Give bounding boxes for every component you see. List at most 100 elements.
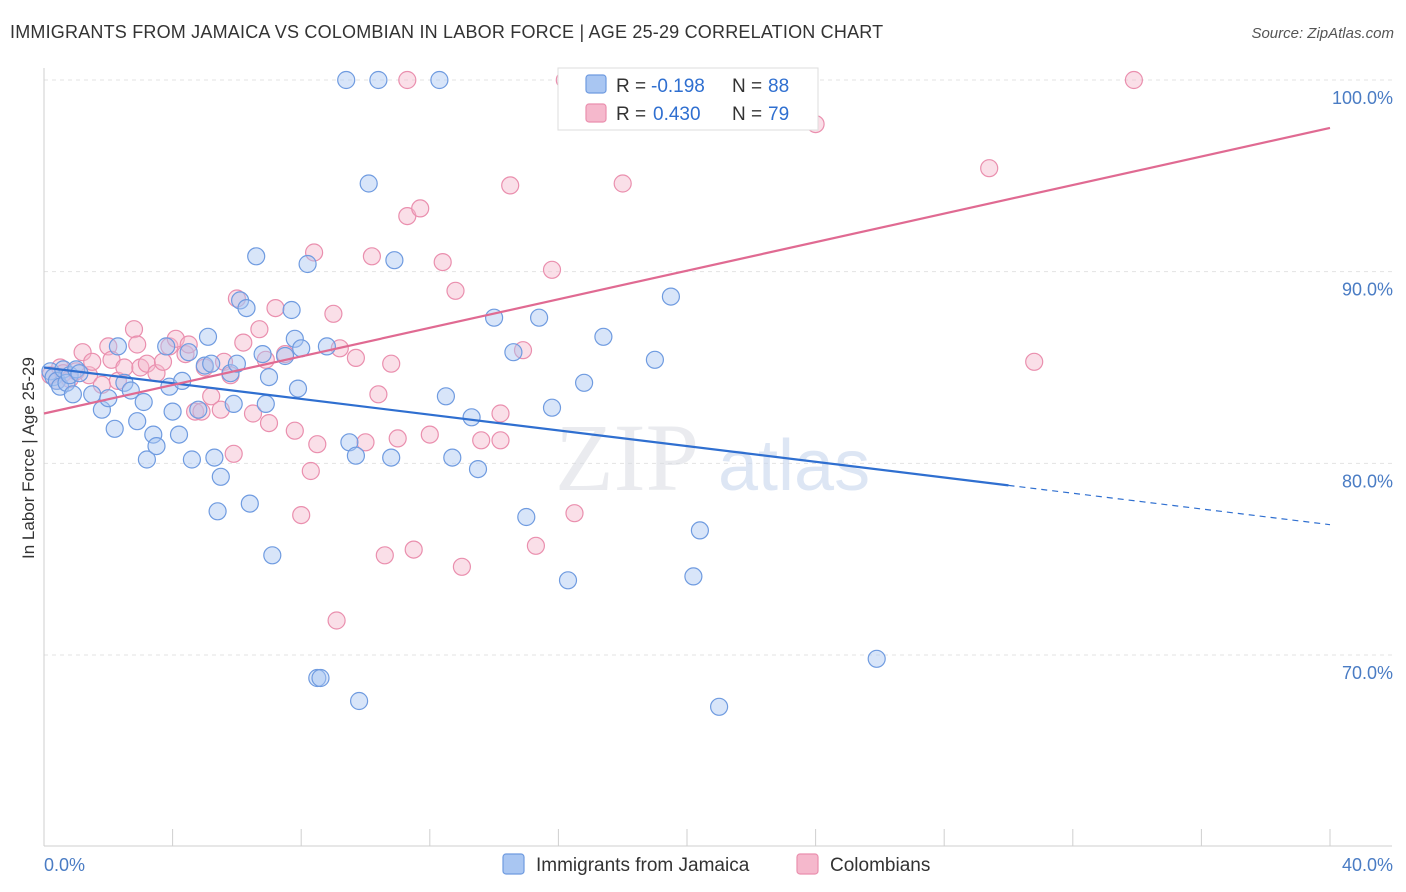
data-point-colombia xyxy=(980,159,999,178)
data-point-jamaica xyxy=(359,174,378,193)
data-point-colombia xyxy=(292,505,311,525)
data-point-jamaica xyxy=(211,467,230,486)
data-point-jamaica xyxy=(529,308,549,327)
chart-source: Source: ZipAtlas.com xyxy=(1251,25,1394,42)
data-point-jamaica xyxy=(661,287,681,306)
y-axis-label: In Labor Force | Age 25-29 xyxy=(19,357,38,559)
data-point-colombia xyxy=(452,557,471,576)
data-point-jamaica xyxy=(385,251,404,270)
data-point-jamaica xyxy=(144,425,163,444)
y-tick-label: 70.0% xyxy=(1342,663,1393,683)
data-point-colombia xyxy=(176,345,195,364)
data-point-colombia xyxy=(124,320,144,339)
data-point-jamaica xyxy=(542,398,562,417)
data-point-jamaica xyxy=(504,343,523,362)
y-tick-label: 100.0% xyxy=(1332,88,1393,108)
trend-lines xyxy=(43,126,1331,526)
data-point-colombia xyxy=(192,402,211,421)
data-point-colombia xyxy=(362,247,381,266)
legend-n-label-colombia: N = xyxy=(732,104,762,125)
data-point-colombia xyxy=(137,354,156,373)
data-point-colombia xyxy=(308,435,327,454)
data-point-jamaica xyxy=(147,437,166,456)
watermark: ZIP atlas xyxy=(555,404,870,511)
data-point-jamaica xyxy=(108,337,128,356)
legend-swatch-jamaica xyxy=(585,74,607,94)
data-point-jamaica xyxy=(517,507,536,527)
legend-r-value-jamaica: -0.198 xyxy=(651,76,705,97)
data-point-jamaica xyxy=(690,521,710,540)
data-point-colombia xyxy=(186,402,205,421)
data-point-colombia xyxy=(433,253,452,272)
trend-line-colombia xyxy=(43,126,1331,415)
data-point-jamaica xyxy=(282,300,301,320)
data-point-colombia xyxy=(73,343,92,362)
data-point-jamaica xyxy=(205,448,224,467)
data-point-jamaica xyxy=(256,394,275,413)
data-point-colombia xyxy=(99,337,118,356)
data-points xyxy=(41,70,1144,716)
y-tick-label: 80.0% xyxy=(1342,471,1393,491)
data-point-jamaica xyxy=(163,402,182,421)
data-point-colombia xyxy=(266,299,285,318)
legend: R = -0.198 N = 88 R = 0.430 N = 79 xyxy=(557,67,819,131)
data-point-jamaica xyxy=(247,247,266,266)
grid-lines xyxy=(44,79,1392,656)
watermark-zip: ZIP xyxy=(555,404,699,511)
data-point-jamaica xyxy=(645,350,665,369)
data-point-colombia xyxy=(613,174,632,193)
data-point-colombia xyxy=(369,385,388,404)
data-point-jamaica xyxy=(346,446,365,465)
data-point-jamaica xyxy=(594,327,613,346)
data-point-jamaica xyxy=(288,379,308,398)
data-point-colombia xyxy=(327,611,346,630)
data-point-colombia xyxy=(526,536,546,555)
axes xyxy=(43,68,1392,847)
data-point-jamaica xyxy=(574,373,594,392)
legend-r-value-colombia: 0.430 xyxy=(653,104,701,125)
data-point-colombia xyxy=(324,304,343,323)
data-point-jamaica xyxy=(684,567,703,586)
data-point-colombia xyxy=(243,404,263,423)
data-point-jamaica xyxy=(311,668,330,688)
data-point-colombia xyxy=(259,414,279,433)
data-point-jamaica xyxy=(224,394,243,413)
data-point-jamaica xyxy=(259,368,279,387)
data-point-colombia xyxy=(305,243,324,262)
data-point-jamaica xyxy=(195,356,214,375)
data-point-colombia xyxy=(179,335,198,354)
data-point-colombia xyxy=(128,335,147,354)
data-point-jamaica xyxy=(179,343,198,362)
data-point-colombia xyxy=(491,431,510,450)
data-point-jamaica xyxy=(867,649,886,668)
trend-line-extension-jamaica xyxy=(1008,484,1331,526)
data-point-jamaica xyxy=(157,337,176,356)
data-point-colombia xyxy=(382,354,401,373)
data-point-colombia xyxy=(1025,352,1044,371)
y-tick-label: 90.0% xyxy=(1342,280,1393,300)
data-point-jamaica xyxy=(137,450,156,469)
data-point-colombia xyxy=(346,348,365,367)
data-point-jamaica xyxy=(298,254,317,274)
bottom-legend-label-jamaica: Immigrants from Jamaica xyxy=(536,855,750,876)
data-point-jamaica xyxy=(237,299,256,318)
data-point-colombia xyxy=(301,461,320,481)
data-point-jamaica xyxy=(63,385,83,404)
data-point-jamaica xyxy=(240,494,259,513)
data-point-colombia xyxy=(472,431,491,450)
data-point-jamaica xyxy=(189,400,208,419)
data-point-jamaica xyxy=(134,392,153,412)
data-point-colombia xyxy=(420,425,439,444)
data-point-jamaica xyxy=(709,697,729,716)
data-point-jamaica xyxy=(169,425,189,444)
data-point-jamaica xyxy=(337,70,356,90)
data-point-colombia xyxy=(565,504,584,523)
data-point-colombia xyxy=(1124,70,1144,90)
data-point-jamaica xyxy=(182,450,201,469)
data-point-colombia xyxy=(411,199,430,218)
trend-line-jamaica xyxy=(43,366,1009,487)
data-point-jamaica xyxy=(430,70,449,90)
x-tick-label: 40.0% xyxy=(1342,855,1393,875)
data-point-colombia xyxy=(501,176,520,195)
data-point-jamaica xyxy=(128,412,147,431)
